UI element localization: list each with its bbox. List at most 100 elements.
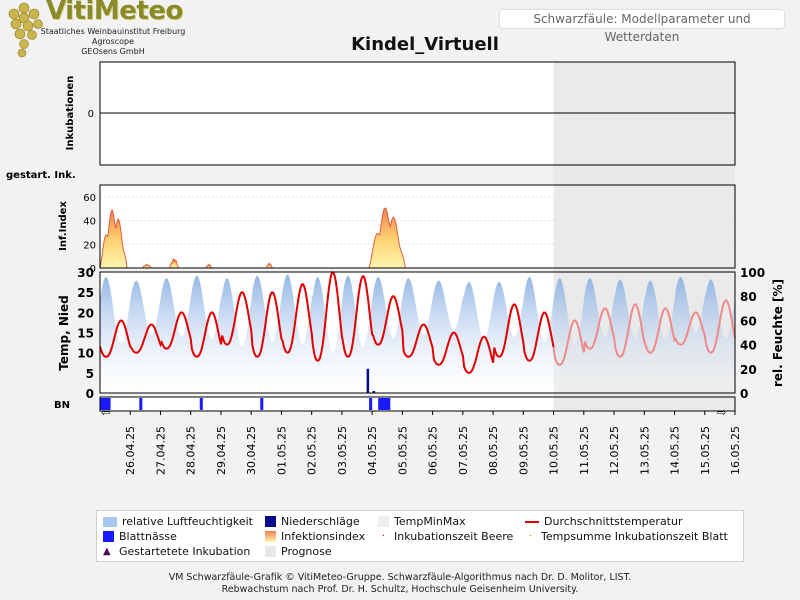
- scroll-left-arrow-icon: ⇦: [101, 406, 110, 419]
- leaf-wetness-bar: [378, 398, 391, 410]
- leaf-wetness-bar: [100, 398, 111, 410]
- scroll-right-arrow-icon: ⇨: [717, 406, 726, 419]
- date-tick-label: 07.05.25: [457, 426, 470, 475]
- date-tick-label: 03.05.25: [336, 426, 349, 475]
- started-incubation-label: gestart. Ink.: [6, 170, 76, 181]
- leaf-wetness-bar: [139, 398, 143, 410]
- infection-tick-label: 60: [83, 193, 96, 204]
- logo-wordmark: VitiMeteo: [46, 0, 183, 26]
- date-tick-label: 01.05.25: [275, 426, 288, 475]
- legend-leaf-incubation: · Tempsumme Inkubationszeit Blatt: [525, 530, 728, 543]
- legend-leaf-wetness: Blattnässe: [103, 530, 177, 543]
- date-tick-label: 30.04.25: [245, 426, 258, 475]
- legend-infection: Infektionsindex: [265, 530, 365, 543]
- infection-index-area: [141, 263, 152, 269]
- panel-title: Schwarzfäule: Modellparameter und Wetter…: [500, 10, 784, 44]
- legend-started-incubation: ▲ Gestartetete Inkubation: [103, 545, 250, 558]
- infection-tick-label: 40: [83, 217, 96, 228]
- date-tick-label: 05.05.25: [396, 426, 409, 475]
- legend-berry-dot-icon: ·: [381, 530, 386, 542]
- legend-prognosis-swatch: [265, 546, 276, 557]
- date-tick-label: 26.04.25: [124, 426, 137, 475]
- date-tick-label: 09.05.25: [517, 426, 530, 475]
- org-line-2: Agroscope: [91, 37, 135, 46]
- legend-avg-temp: Durchschnittstemperatur: [525, 515, 683, 528]
- incubation-axis-label: Inkubationen: [65, 76, 76, 151]
- precipitation-bar: [366, 368, 370, 393]
- legend-prognosis: Prognose: [265, 545, 332, 558]
- temp-tick-label: 25: [77, 286, 94, 300]
- infection-index-area: [168, 258, 180, 269]
- legend-humidity: relative Luftfeuchtigkeit: [103, 515, 253, 528]
- footer-line-2: Rebwachstum nach Prof. Dr. H. Schultz, H…: [221, 584, 579, 595]
- chart-legend: relative Luftfeuchtigkeit Niederschläge …: [96, 510, 744, 562]
- legend-humidity-swatch: [103, 516, 117, 527]
- infection-tick-label: 20: [83, 240, 96, 251]
- footer: VM Schwarzfäule-Grafik © VitiMeteo-Grupp…: [0, 572, 800, 596]
- infection-index-area: [368, 207, 406, 269]
- legend-precip-label: Niederschläge: [281, 515, 360, 528]
- date-tick-label: 27.04.25: [154, 426, 167, 475]
- legend-berry-incubation: · Inkubationszeit Beere: [378, 530, 513, 543]
- panel-border: [99, 61, 736, 166]
- humidity-area: [100, 274, 735, 393]
- legend-leaf-label: Tempsumme Inkubationszeit Blatt: [541, 530, 728, 543]
- legend-tempminmax-label: TempMinMax: [394, 515, 466, 528]
- grape-logo-icon: [8, 2, 43, 58]
- temp-tick-label: 10: [77, 347, 94, 361]
- leaf-wetness-axis-label: BN: [54, 400, 70, 411]
- triangle-icon: ▲: [103, 545, 111, 557]
- legend-infection-label: Infektionsindex: [281, 530, 366, 543]
- infection-index-area: [204, 263, 213, 269]
- precipitation-bar: [372, 390, 376, 393]
- humidity-tick-label: 0: [740, 387, 748, 401]
- leaf-wetness-bar: [199, 398, 203, 410]
- date-tick-label: 29.04.25: [215, 426, 228, 475]
- temp-axis-label: Temp, Nied: [57, 295, 71, 370]
- date-tick-label: 08.05.25: [487, 426, 500, 475]
- org-line-1: Staatliches Weinbauinstitut Freiburg: [40, 27, 186, 36]
- humidity-tick-label: 20: [740, 363, 757, 377]
- temp-tick-label: 20: [77, 306, 94, 320]
- leaf-wetness-bar: [260, 398, 264, 410]
- chart-title: Kindel_Virtuell: [351, 34, 499, 55]
- date-tick-label: 02.05.25: [306, 426, 319, 475]
- date-tick-label: 12.05.25: [608, 426, 621, 475]
- legend-precipitation: Niederschläge: [265, 515, 360, 528]
- vitimeteo-logo: VitiMeteo Staatliches Weinbauinstitut Fr…: [0, 0, 200, 62]
- legend-leaf-wetness-swatch: [103, 531, 114, 542]
- legend-berry-label: Inkubationszeit Beere: [394, 530, 514, 543]
- forecast-temperature-line: [552, 299, 736, 366]
- temp-tick-label: 30: [77, 266, 94, 280]
- temp-tick-label: 15: [77, 327, 94, 341]
- date-tick-label: 14.05.25: [669, 426, 682, 475]
- humidity-tick-label: 60: [740, 314, 757, 328]
- legend-infection-swatch: [265, 531, 276, 542]
- humidity-tick-label: 40: [740, 339, 757, 353]
- schwarzfaeule-chart: 0 Inkubationen gestart. Ink. 0 20 40 60 Inf.Ind…: [6, 61, 785, 475]
- legend-leaf-dot-icon: ·: [528, 530, 533, 542]
- panel-border: [99, 184, 736, 269]
- org-line-3: GEOsens GmbH: [81, 47, 145, 56]
- incubation-tick-label: 0: [88, 109, 94, 120]
- legend-started-label: Gestartetete Inkubation: [119, 545, 251, 558]
- legend-prognosis-label: Prognose: [281, 545, 332, 558]
- avg-temperature-line: [99, 271, 555, 374]
- date-tick-label: 15.05.25: [699, 426, 712, 475]
- infection-axis-label: Inf.Index: [58, 201, 69, 251]
- date-tick-label: 11.05.25: [578, 426, 591, 475]
- infection-index-area: [99, 209, 128, 269]
- leaf-wetness-bar: [369, 398, 373, 410]
- legend-tempminmax: TempMinMax: [378, 515, 466, 528]
- humidity-tick-label: 100: [740, 266, 765, 280]
- date-tick-label: 10.05.25: [548, 426, 561, 475]
- infection-index-area: [265, 262, 274, 269]
- legend-leaf-wetness-label: Blattnässe: [119, 530, 177, 543]
- date-tick-label: 13.05.25: [638, 426, 651, 475]
- infection-tick-label: 0: [90, 264, 96, 275]
- legend-tempminmax-swatch: [378, 516, 389, 527]
- date-tick-label: 06.05.25: [427, 426, 440, 475]
- legend-humidity-label: relative Luftfeuchtigkeit: [122, 515, 253, 528]
- temp-tick-label: 0: [86, 387, 94, 401]
- panel-border: [99, 271, 736, 394]
